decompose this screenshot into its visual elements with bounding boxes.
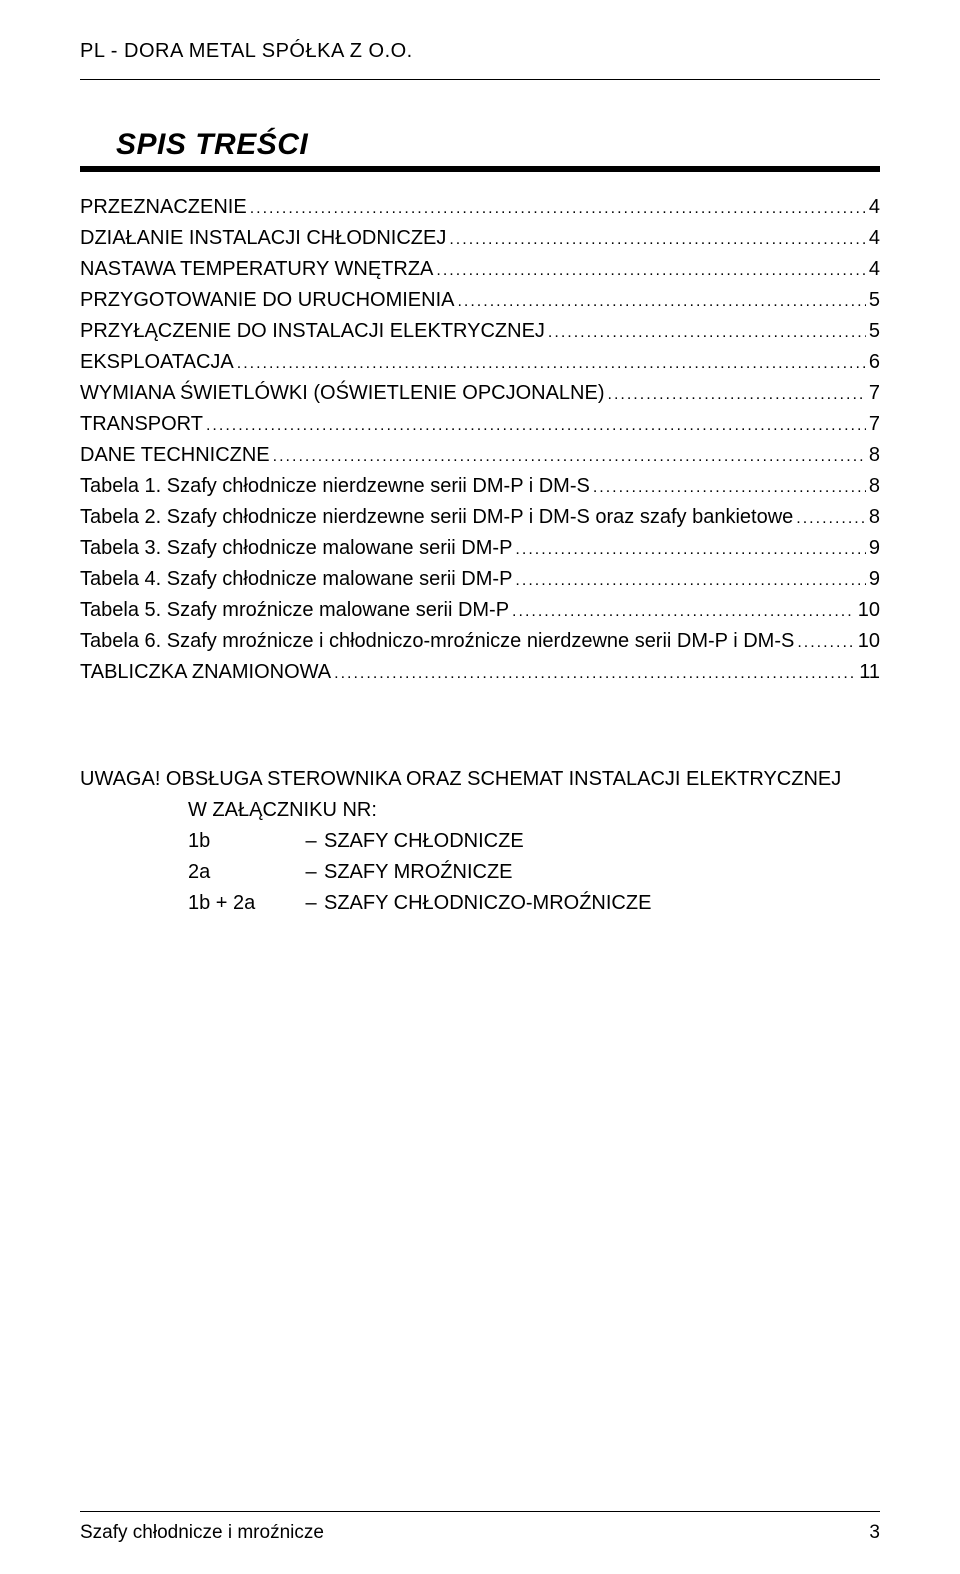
- toc-entry: Tabela 5. Szafy mroźnicze malowane serii…: [80, 595, 880, 626]
- toc-label: Tabela 5. Szafy mroźnicze malowane serii…: [80, 595, 509, 626]
- note-block: UWAGA! OBSŁUGA STEROWNIKA ORAZ SCHEMAT I…: [80, 764, 880, 919]
- toc-entry: TRANSPORT 7: [80, 409, 880, 440]
- table-of-contents: PRZEZNACZENIE 4 DZIAŁANIE INSTALACJI CHŁ…: [80, 192, 880, 688]
- toc-entry: PRZEZNACZENIE 4: [80, 192, 880, 223]
- toc-page-number: 5: [869, 316, 880, 347]
- toc-page-number: 6: [869, 347, 880, 378]
- toc-leader-dots: [515, 564, 865, 595]
- toc-entry: EKSPLOATACJA 6: [80, 347, 880, 378]
- note-value: SZAFY CHŁODNICZO-MROŹNICZE: [324, 888, 651, 919]
- toc-leader-dots: [515, 533, 865, 564]
- toc-leader-dots: [206, 409, 866, 440]
- toc-label: NASTAWA TEMPERATURY WNĘTRZA: [80, 254, 433, 285]
- toc-leader-dots: [608, 378, 866, 409]
- toc-leader-dots: [449, 223, 866, 254]
- toc-leader-dots: [797, 626, 854, 657]
- toc-leader-dots: [237, 347, 866, 378]
- toc-label: PRZYŁĄCZENIE DO INSTALACJI ELEKTRYCZNEJ: [80, 316, 545, 347]
- note-row: 1b + 2a – SZAFY CHŁODNICZO-MROŹNICZE: [80, 888, 880, 919]
- toc-label: Tabela 3. Szafy chłodnicze malowane seri…: [80, 533, 512, 564]
- note-line-2: W ZAŁĄCZNIKU NR:: [80, 795, 880, 826]
- toc-entry: PRZYŁĄCZENIE DO INSTALACJI ELEKTRYCZNEJ …: [80, 316, 880, 347]
- toc-label: Tabela 4. Szafy chłodnicze malowane seri…: [80, 564, 512, 595]
- note-value: SZAFY CHŁODNICZE: [324, 826, 524, 857]
- toc-label: WYMIANA ŚWIETLÓWKI (OŚWIETLENIE OPCJONAL…: [80, 378, 605, 409]
- dash-icon: –: [298, 888, 324, 919]
- toc-leader-dots: [436, 254, 866, 285]
- toc-page-number: 11: [859, 657, 880, 688]
- note-key: 1b: [188, 826, 298, 857]
- toc-label: TABLICZKA ZNAMIONOWA: [80, 657, 331, 688]
- toc-label: PRZYGOTOWANIE DO URUCHOMIENIA: [80, 285, 454, 316]
- toc-page-number: 10: [858, 626, 880, 657]
- page-footer: Szafy chłodnicze i mroźnicze 3: [80, 1511, 880, 1544]
- spacer: [80, 919, 880, 1511]
- toc-leader-dots: [457, 285, 865, 316]
- toc-entry: DZIAŁANIE INSTALACJI CHŁODNICZEJ 4: [80, 223, 880, 254]
- toc-label: TRANSPORT: [80, 409, 203, 440]
- note-value: SZAFY MROŹNICZE: [324, 857, 513, 888]
- note-line-2-text: W ZAŁĄCZNIKU NR:: [188, 795, 377, 826]
- footer-left-text: Szafy chłodnicze i mroźnicze: [80, 1522, 324, 1544]
- toc-page-number: 4: [869, 192, 880, 223]
- dash-icon: –: [298, 826, 324, 857]
- toc-entry: DANE TECHNICZNE 8: [80, 440, 880, 471]
- footer-page-number: 3: [869, 1522, 880, 1544]
- toc-page-number: 4: [869, 223, 880, 254]
- toc-leader-dots: [593, 471, 866, 502]
- toc-page-number: 7: [869, 409, 880, 440]
- note-key: 1b + 2a: [188, 888, 298, 919]
- toc-label: PRZEZNACZENIE: [80, 192, 247, 223]
- note-row: 2a – SZAFY MROŹNICZE: [80, 857, 880, 888]
- note-key: 2a: [188, 857, 298, 888]
- dash-icon: –: [298, 857, 324, 888]
- toc-label: Tabela 2. Szafy chłodnicze nierdzewne se…: [80, 502, 793, 533]
- toc-entry: Tabela 2. Szafy chłodnicze nierdzewne se…: [80, 502, 880, 533]
- toc-entry: Tabela 1. Szafy chłodnicze nierdzewne se…: [80, 471, 880, 502]
- toc-entry: Tabela 4. Szafy chłodnicze malowane seri…: [80, 564, 880, 595]
- note-row: 1b – SZAFY CHŁODNICZE: [80, 826, 880, 857]
- toc-entry: NASTAWA TEMPERATURY WNĘTRZA 4: [80, 254, 880, 285]
- toc-entry: Tabela 6. Szafy mroźnicze i chłodniczo-m…: [80, 626, 880, 657]
- toc-label: Tabela 1. Szafy chłodnicze nierdzewne se…: [80, 471, 590, 502]
- toc-label: EKSPLOATACJA: [80, 347, 234, 378]
- page: PL - DORA METAL SPÓŁKA Z O.O. SPIS TREŚC…: [0, 0, 960, 1574]
- toc-page-number: 9: [869, 533, 880, 564]
- toc-leader-dots: [334, 657, 856, 688]
- toc-label: DZIAŁANIE INSTALACJI CHŁODNICZEJ: [80, 223, 446, 254]
- toc-leader-dots: [273, 440, 866, 471]
- toc-entry: Tabela 3. Szafy chłodnicze malowane seri…: [80, 533, 880, 564]
- toc-page-number: 9: [869, 564, 880, 595]
- toc-leader-dots: [548, 316, 866, 347]
- toc-page-number: 5: [869, 285, 880, 316]
- toc-entry: WYMIANA ŚWIETLÓWKI (OŚWIETLENIE OPCJONAL…: [80, 378, 880, 409]
- note-line-1: UWAGA! OBSŁUGA STEROWNIKA ORAZ SCHEMAT I…: [80, 764, 880, 795]
- toc-entry: TABLICZKA ZNAMIONOWA 11: [80, 657, 880, 688]
- toc-leader-dots: [796, 502, 866, 533]
- toc-page-number: 8: [869, 502, 880, 533]
- toc-leader-dots: [512, 595, 855, 626]
- section-title: SPIS TREŚCI: [80, 128, 880, 172]
- toc-leader-dots: [250, 192, 866, 223]
- toc-label: Tabela 6. Szafy mroźnicze i chłodniczo-m…: [80, 626, 794, 657]
- toc-page-number: 10: [858, 595, 880, 626]
- document-header: PL - DORA METAL SPÓŁKA Z O.O.: [80, 40, 880, 80]
- toc-label: DANE TECHNICZNE: [80, 440, 270, 471]
- toc-page-number: 8: [869, 471, 880, 502]
- toc-page-number: 4: [869, 254, 880, 285]
- toc-entry: PRZYGOTOWANIE DO URUCHOMIENIA 5: [80, 285, 880, 316]
- toc-page-number: 7: [869, 378, 880, 409]
- toc-page-number: 8: [869, 440, 880, 471]
